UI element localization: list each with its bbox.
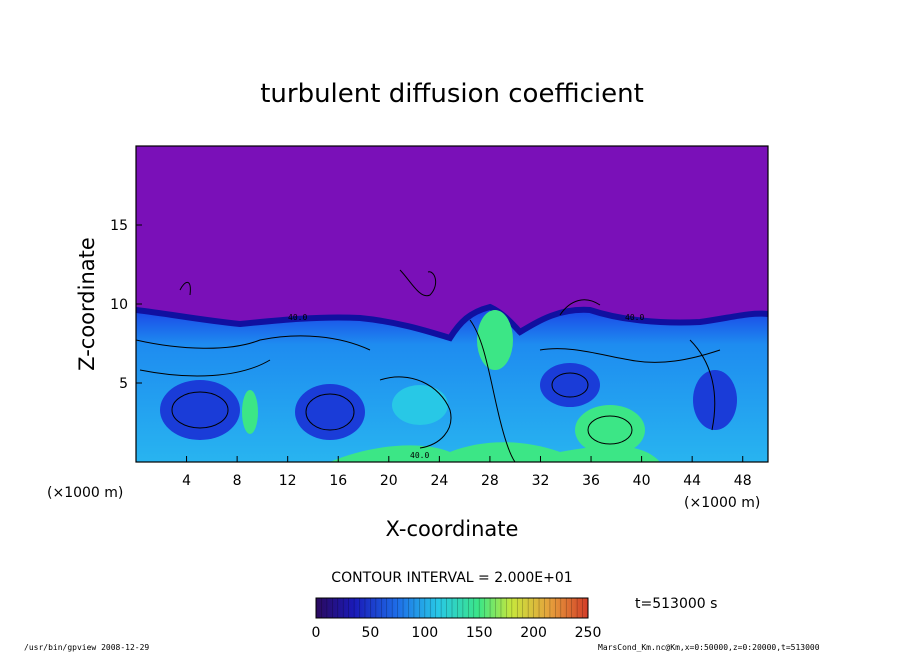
x-tick-label: 24: [430, 473, 448, 489]
x-tick-label: 44: [683, 473, 701, 489]
y-axis: 5 10 15: [110, 218, 142, 392]
x-tick-label: 28: [481, 473, 499, 489]
footer-left: /usr/bin/gpview 2008-12-29: [24, 643, 149, 652]
x-axis: 4 8 12 16 20 24 28 32 36 40 44 48: [182, 456, 752, 489]
contour-label-3: 40.0: [410, 451, 429, 460]
surface-layer: [330, 442, 660, 462]
eddy-7: [540, 363, 600, 407]
colorbar: [315, 597, 589, 619]
x-tick-label: 4: [182, 473, 191, 489]
time-label: t=513000 s: [635, 596, 717, 612]
colorbar-tick-label: 250: [575, 625, 602, 641]
colorbar-tick-label: 50: [361, 625, 379, 641]
contour-lines: [136, 269, 721, 462]
eddy-1: [160, 380, 240, 440]
x-tick-label: 40: [633, 473, 651, 489]
x-tick-label: 8: [233, 473, 242, 489]
contour-label-2: 40.0: [625, 313, 644, 322]
y-tick-label: 15: [110, 218, 128, 234]
mixed-top-band: [136, 303, 768, 342]
y-tick-label: 5: [119, 376, 128, 392]
x-unit-left: (×1000 m): [47, 485, 123, 501]
eddy-5: [477, 310, 513, 370]
contour-interval-text: CONTOUR INTERVAL = 2.000E+01: [331, 570, 572, 586]
colorbar-tick-label: 200: [520, 625, 547, 641]
plot-area: 40.0 40.0 40.0: [136, 146, 768, 462]
x-tick-label: 20: [380, 473, 398, 489]
chart-title: turbulent diffusion coefficient: [260, 79, 644, 109]
y-axis-title: Z-coordinate: [75, 237, 99, 371]
x-tick-label: 36: [582, 473, 600, 489]
eddy-3: [392, 385, 448, 425]
eddy-6: [242, 390, 258, 434]
contour-label-1: 40.0: [288, 313, 307, 322]
x-axis-title: X-coordinate: [386, 517, 519, 541]
x-tick-label: 16: [329, 473, 347, 489]
eddy-4: [575, 405, 645, 455]
colorbar-ticks: 0 50 100 150 200 250: [312, 625, 602, 641]
x-tick-label: 12: [279, 473, 297, 489]
colorbar-tick-label: 0: [312, 625, 321, 641]
y-tick-label: 10: [110, 297, 128, 313]
x-tick-label: 48: [734, 473, 752, 489]
colorbar-stripes: [315, 598, 589, 618]
footer-right: MarsCond_Km.nc@Km,x=0:50000,z=0:20000,t=…: [598, 643, 820, 652]
colorbar-tick-label: 150: [466, 625, 493, 641]
eddy-2: [295, 384, 365, 440]
x-unit-right: (×1000 m): [684, 495, 760, 511]
colorbar-tick-label: 100: [411, 625, 438, 641]
x-tick-label: 32: [532, 473, 550, 489]
